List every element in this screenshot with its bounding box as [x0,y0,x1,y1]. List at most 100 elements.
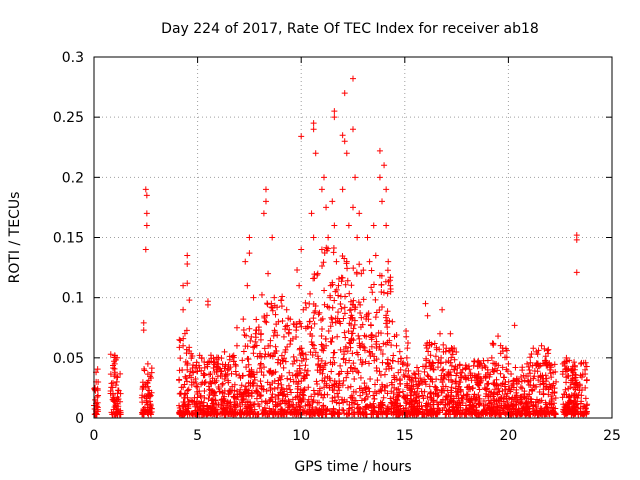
data-point [407,392,414,399]
data-point [267,337,274,344]
data-point [327,377,334,384]
data-point [92,384,99,391]
data-point [553,378,560,385]
data-point [356,335,363,342]
data-point [376,368,383,375]
data-point [519,408,526,415]
data-point [380,394,387,401]
data-point [345,328,352,335]
data-point [485,397,492,404]
data-point [314,270,321,277]
data-point [384,308,391,315]
data-point [338,368,345,375]
data-point [350,75,356,82]
data-point [348,282,355,289]
data-point [335,292,342,299]
data-point [182,410,189,417]
data-point [261,313,268,320]
data-point [438,387,445,394]
data-point [365,404,372,411]
data-point [341,255,348,262]
data-point [349,330,356,337]
data-point [267,352,274,359]
data-point [243,411,250,418]
data-point [420,395,427,402]
data-point [117,370,124,377]
data-point [526,367,533,374]
data-point [330,245,337,252]
y-tick-label: 0 [75,411,84,427]
data-point [427,402,434,409]
data-point [376,174,383,181]
data-point [403,354,410,361]
data-point [189,352,196,359]
data-point [344,368,351,375]
data-point [280,333,287,340]
data-point [375,408,382,415]
data-point [204,361,211,368]
data-point [404,339,411,346]
data-point [271,385,278,392]
data-point [176,409,183,416]
data-point [228,370,235,377]
data-point [540,410,547,417]
data-point [355,351,362,358]
data-point [278,297,285,304]
data-point [287,386,294,393]
data-point [583,363,590,370]
data-point [495,397,502,404]
y-tick-label: 0.3 [62,50,84,66]
data-point [432,353,439,360]
data-point [219,390,226,397]
data-point [297,369,304,376]
data-point [309,333,316,340]
data-point [241,332,248,339]
data-point [256,350,263,357]
data-point [201,387,208,394]
data-point [256,403,263,410]
data-point [400,371,407,378]
data-point [318,186,325,193]
data-point [248,390,255,397]
data-point [334,333,341,340]
data-point [439,306,446,313]
data-point [491,368,498,375]
data-point [544,347,551,354]
data-point [380,340,387,347]
data-point [459,406,466,413]
data-point [360,267,367,274]
data-point [282,323,289,330]
data-point [370,281,377,288]
data-point [360,343,367,350]
data-point [403,333,410,340]
data-point [435,392,442,399]
data-point [568,367,575,374]
data-point [242,383,249,390]
data-point [233,402,240,409]
data-point [357,344,364,351]
data-point [447,387,454,394]
data-point [184,366,191,373]
data-point [260,372,267,379]
data-point [342,334,349,341]
data-point [468,395,475,402]
data-point [335,410,342,417]
data-point [354,234,361,241]
data-point [440,374,447,381]
data-point [307,290,314,297]
data-point [349,314,356,321]
data-point [427,352,434,359]
data-point [262,186,269,193]
data-point [333,380,340,387]
data-point [565,393,572,400]
data-point [289,360,296,367]
data-point [272,343,279,350]
data-point [499,380,506,387]
data-point [287,409,294,416]
data-point [279,406,286,413]
data-point [329,361,336,368]
data-point [113,405,120,412]
data-point [396,348,403,355]
data-point [329,279,336,286]
data-point [366,388,373,395]
